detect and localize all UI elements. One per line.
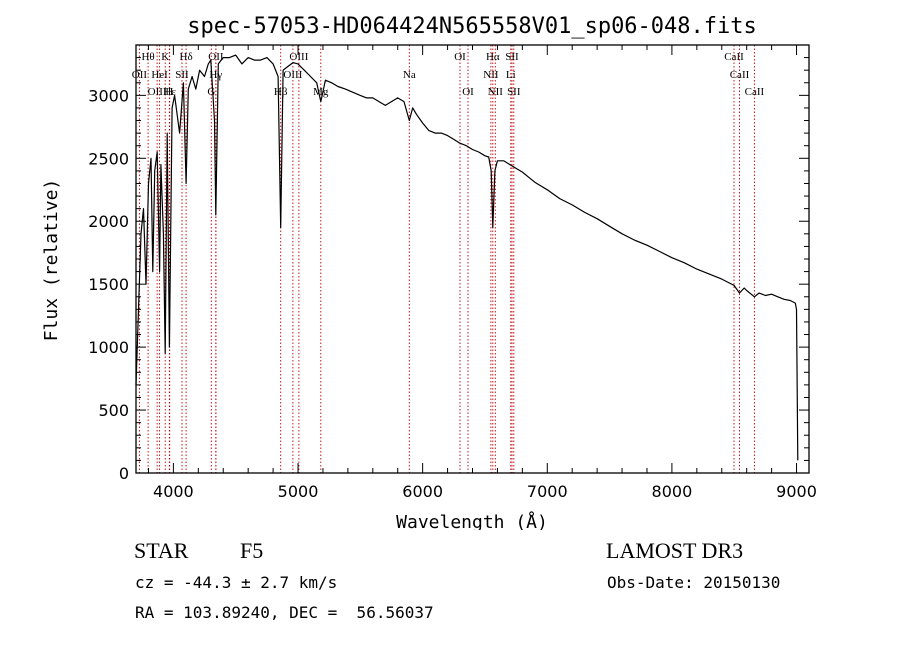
object-class: STAR xyxy=(134,538,189,563)
object-type: F5 xyxy=(240,538,264,563)
line-label-19: Hε xyxy=(163,86,176,98)
y-tick-label-0: 0 xyxy=(119,464,129,483)
axes: 4000 5000 6000 7000 8000 9000 0 500 1000 1500 2000… xyxy=(88,44,817,501)
y-axis-label: Flux (relative) xyxy=(41,179,62,342)
line-label-10: HeI xyxy=(151,69,168,81)
y-tick-label-1000: 1000 xyxy=(88,338,129,357)
x-tick-label-5000: 5000 xyxy=(278,482,319,501)
line-label-23: Mg xyxy=(313,86,329,98)
line-label-27: CaII xyxy=(745,86,765,98)
line-label-7: SII xyxy=(505,51,519,63)
spectrum-line xyxy=(135,54,799,461)
line-label-0: Hθ xyxy=(141,51,154,63)
line-label-2: Hδ xyxy=(180,51,193,63)
line-label-11: SII xyxy=(175,69,189,81)
line-label-4: OIII xyxy=(289,51,308,63)
line-label-15: NII xyxy=(483,69,499,81)
coordinates: RA = 103.89240, DEC = 56.56037 xyxy=(135,603,434,622)
emission-line-markers xyxy=(138,45,755,473)
obs-date: Obs-Date: 20150130 xyxy=(607,573,781,592)
line-label-16: Li xyxy=(506,69,516,81)
line-label-20: H xyxy=(165,86,173,98)
x-tick-label-9000: 9000 xyxy=(776,482,817,501)
spectrum-chart: spec-57053-HD064424N565558V01_sp06-048.f… xyxy=(41,14,817,530)
line-label-13: OIII xyxy=(283,69,302,81)
line-label-8: CaII xyxy=(724,51,744,63)
line-label-24: OI xyxy=(462,86,474,98)
line-label-3: OII xyxy=(208,51,224,63)
line-label-6: Hα xyxy=(486,51,500,63)
line-label-1: K xyxy=(161,51,169,63)
y-tick-label-2500: 2500 xyxy=(88,149,129,168)
y-tick-label-3000: 3000 xyxy=(88,86,129,105)
line-label-26: SII xyxy=(507,86,521,98)
line-label-9: OII xyxy=(132,69,148,81)
survey-name: LAMOST DR3 xyxy=(606,538,744,563)
y-tick-label-500: 500 xyxy=(98,401,129,420)
line-label-12: Hγ xyxy=(209,69,222,81)
line-label-22: Hβ xyxy=(274,86,288,98)
line-label-17: CaII xyxy=(730,69,750,81)
line-label-18: OIII xyxy=(148,86,167,98)
line-label-25: NII xyxy=(488,86,504,98)
line-label-14: Na xyxy=(403,69,416,81)
x-tick-label-7000: 7000 xyxy=(527,482,568,501)
x-tick-label-4000: 4000 xyxy=(153,482,194,501)
x-tick-label-8000: 8000 xyxy=(652,482,693,501)
redshift-readout: cz = -44.3 ± 2.7 km/s xyxy=(135,573,338,592)
chart-title: spec-57053-HD064424N565558V01_sp06-048.f… xyxy=(187,14,757,39)
plot-frame xyxy=(135,44,810,474)
x-tick-label-6000: 6000 xyxy=(402,482,443,501)
x-axis-label: Wavelength (Å) xyxy=(396,511,548,530)
y-tick-label-2000: 2000 xyxy=(88,212,129,231)
line-label-5: OI xyxy=(454,51,466,63)
y-tick-label-1500: 1500 xyxy=(88,275,129,294)
line-label-21: G xyxy=(207,86,215,98)
